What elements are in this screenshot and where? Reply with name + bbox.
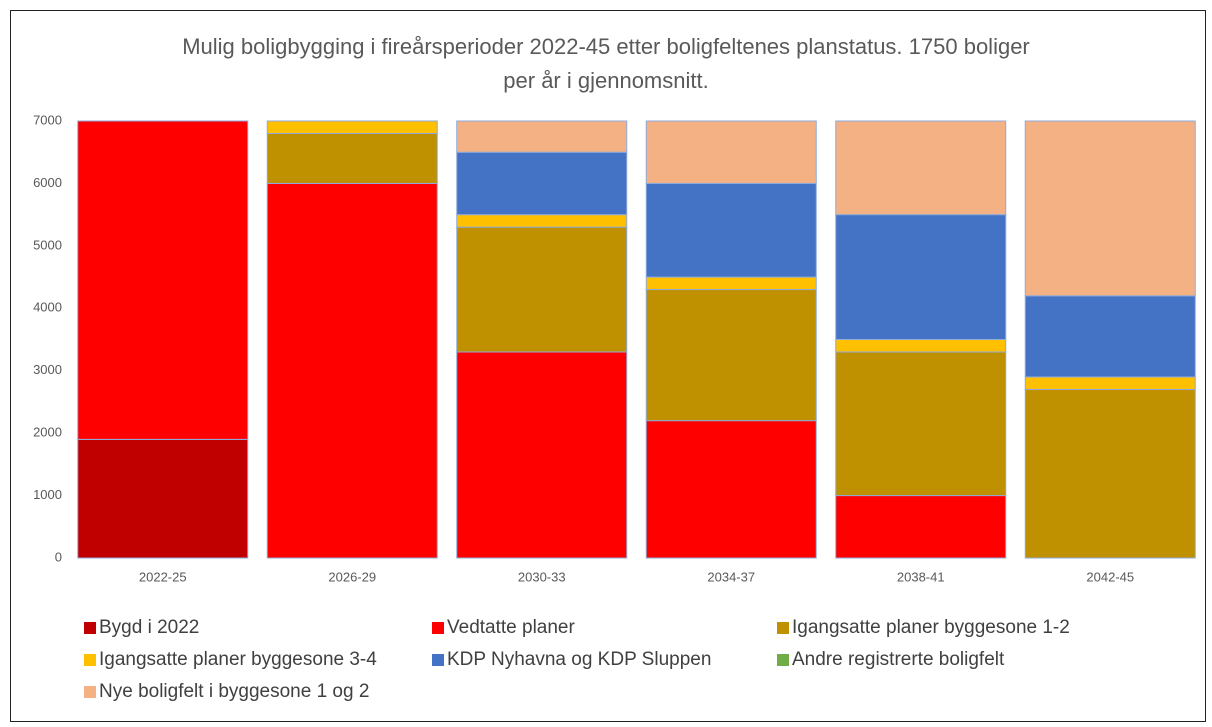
legend-swatch xyxy=(84,654,96,666)
bar-segment xyxy=(645,182,817,278)
y-tick-label: 4000 xyxy=(33,300,62,315)
bar-segment xyxy=(266,182,438,559)
legend-swatch xyxy=(777,654,789,666)
legend-swatch xyxy=(432,622,444,634)
bar-segment xyxy=(1024,295,1196,378)
bar-segment xyxy=(645,420,817,559)
bar-segment xyxy=(456,151,628,216)
y-tick-label: 0 xyxy=(55,549,62,564)
y-tick-label: 6000 xyxy=(33,175,62,190)
legend-swatch xyxy=(84,622,96,634)
legend-label: Igangsatte planer byggesone 3-4 xyxy=(99,649,377,670)
bar-segment xyxy=(456,351,628,559)
x-tick-label: 2034-37 xyxy=(707,569,755,584)
bar-segment xyxy=(456,226,628,353)
bar-segment xyxy=(77,120,249,440)
x-tick-label: 2042-45 xyxy=(1086,569,1134,584)
y-tick-label: 5000 xyxy=(33,237,62,252)
bar-segment xyxy=(1024,120,1196,297)
legend-swatch xyxy=(84,686,96,698)
legend-label: Nye boligfelt i byggesone 1 og 2 xyxy=(99,681,369,702)
legend-swatch xyxy=(777,622,789,634)
bar-segment xyxy=(835,120,1007,216)
bar-segment xyxy=(645,276,817,291)
y-tick-label: 3000 xyxy=(33,362,62,377)
legend-label: Bygd i 2022 xyxy=(99,617,199,638)
y-tick-label: 2000 xyxy=(33,425,62,440)
y-tick-label: 7000 xyxy=(33,112,62,127)
bar-segment xyxy=(456,120,628,153)
legend-swatch xyxy=(432,654,444,666)
x-tick-label: 2022-25 xyxy=(139,569,187,584)
bar-segment xyxy=(266,120,438,134)
bar-segment xyxy=(1024,376,1196,390)
bar-segment xyxy=(1024,388,1196,559)
y-tick-label: 1000 xyxy=(33,487,62,502)
bar-segment xyxy=(645,289,817,422)
bar-segment xyxy=(835,214,1007,340)
bar-segment xyxy=(77,438,249,559)
legend-label: Igangsatte planer byggesone 1-2 xyxy=(792,617,1070,638)
frame xyxy=(10,10,1206,722)
x-tick-label: 2030-33 xyxy=(518,569,566,584)
x-tick-label: 2026-29 xyxy=(328,569,376,584)
x-tick-label: 2038-41 xyxy=(897,569,945,584)
bar-segment xyxy=(835,339,1007,353)
chart-title: Mulig boligbygging i fireårsperioder 202… xyxy=(182,34,1030,93)
legend-label: Andre registrerte boligfelt xyxy=(792,649,1005,670)
bar-segment xyxy=(266,132,438,184)
bar-segment xyxy=(645,120,817,184)
bar-segment xyxy=(835,495,1007,559)
legend-label: Vedtatte planer xyxy=(447,617,575,638)
legend-label: KDP Nyhavna og KDP Sluppen xyxy=(447,649,711,670)
bar-segment xyxy=(456,214,628,228)
bar-segment xyxy=(835,351,1007,497)
